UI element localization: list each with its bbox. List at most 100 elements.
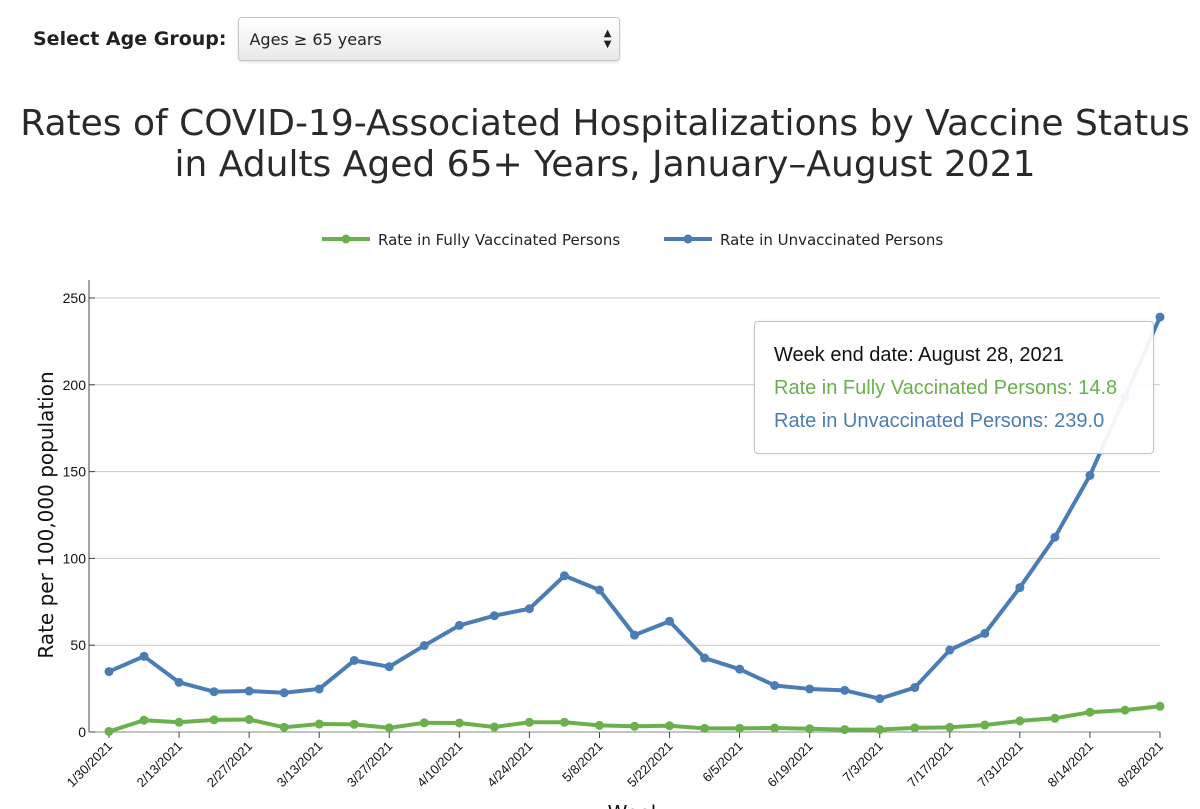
data-point [559, 717, 569, 727]
data-point [980, 628, 990, 638]
x-tick-label: 6/5/2021 [699, 739, 745, 785]
data-point [910, 723, 920, 733]
x-tick-label: 6/19/2021 [764, 739, 816, 791]
x-tick-label: 7/17/2021 [904, 739, 956, 791]
data-point [665, 616, 675, 626]
data-point [419, 641, 429, 651]
chart-title-line-1: Rates of COVID-19-Associated Hospitaliza… [20, 103, 1190, 144]
data-point [840, 725, 850, 735]
data-point [384, 662, 394, 672]
data-point [700, 653, 710, 663]
x-tick-label: 4/24/2021 [484, 739, 536, 791]
data-point [1015, 716, 1025, 726]
data-point [1155, 312, 1165, 322]
data-point [910, 683, 920, 693]
data-point [524, 717, 534, 727]
data-point [594, 585, 604, 595]
age-group-selector: Select Age Group: Ages ≥ 65 years ▲ ▼ [33, 16, 621, 62]
data-point [209, 715, 219, 725]
data-point [244, 715, 254, 725]
age-group-label: Select Age Group: [33, 28, 227, 50]
data-point [770, 680, 780, 690]
data-point [1120, 705, 1130, 715]
x-tick-label: 2/13/2021 [134, 739, 186, 791]
data-point [454, 718, 464, 728]
data-point [489, 611, 499, 621]
data-point [735, 664, 745, 674]
data-point [454, 620, 464, 630]
data-point [630, 630, 639, 640]
y-tick-label: 150 [63, 464, 87, 480]
y-tick-label: 250 [63, 290, 87, 306]
x-tick-label: 3/13/2021 [274, 739, 326, 791]
data-point [559, 571, 569, 581]
data-point [1155, 701, 1165, 711]
data-point [279, 688, 289, 698]
x-axis-label: Week [608, 801, 663, 809]
data-point [980, 720, 990, 730]
tooltip-unvaccinated-rate: Rate in Unvaccinated Persons: 239.0 [774, 410, 1105, 432]
legend-marker [683, 234, 693, 244]
data-point [524, 604, 534, 614]
data-point [314, 719, 324, 729]
y-tick-label: 200 [63, 377, 87, 393]
data-point [1050, 532, 1060, 542]
x-tick-label: 8/14/2021 [1045, 739, 1097, 791]
data-point [349, 655, 359, 665]
legend-label: Rate in Unvaccinated Persons [720, 231, 943, 249]
data-point [104, 726, 114, 736]
x-tick-label: 7/31/2021 [974, 739, 1026, 791]
x-tick-label: 7/3/2021 [839, 739, 885, 785]
y-tick-label: 100 [63, 550, 87, 566]
data-point [209, 687, 219, 697]
age-group-dropdown[interactable]: Ages ≥ 65 years ▲ ▼ [238, 17, 621, 61]
x-tick-label: 5/22/2021 [624, 739, 676, 791]
data-point [630, 721, 639, 731]
x-tick-label: 5/8/2021 [559, 739, 605, 785]
data-point [419, 718, 429, 728]
y-axis-label: Rate per 100,000 population [34, 371, 58, 658]
data-point [665, 721, 675, 731]
data-point [384, 723, 394, 733]
y-tick-label: 50 [70, 637, 86, 653]
data-point [594, 720, 604, 730]
x-tick-label: 4/10/2021 [414, 739, 466, 791]
data-point [1050, 713, 1060, 723]
data-point [314, 684, 324, 694]
tooltip-date: Week end date: August 28, 2021 [774, 344, 1064, 366]
data-point [805, 724, 815, 734]
data-point [244, 686, 254, 696]
data-point [875, 694, 885, 704]
data-point [174, 717, 184, 727]
chart-title: Rates of COVID-19-Associated Hospitaliza… [0, 103, 1200, 185]
age-group-selected-value: Ages ≥ 65 years [249, 29, 382, 49]
data-point [174, 677, 184, 687]
chart-title-line-2: in Adults Aged 65+ Years, January–August… [174, 144, 1036, 185]
data-point [104, 667, 114, 677]
data-point [840, 685, 850, 695]
x-tick-label: 2/27/2021 [204, 739, 256, 791]
data-point [875, 725, 885, 735]
tooltip-vaccinated-rate: Rate in Fully Vaccinated Persons: 14.8 [774, 377, 1118, 399]
data-point [770, 723, 780, 733]
data-point [349, 719, 359, 729]
x-tick-label: 8/28/2021 [1115, 739, 1167, 791]
y-tick-label: 0 [78, 724, 86, 740]
data-point [1085, 707, 1095, 717]
legend-marker [341, 234, 351, 244]
data-point [1015, 583, 1025, 593]
data-point [279, 722, 289, 732]
x-tick-label: 3/27/2021 [344, 739, 396, 791]
data-point [735, 723, 745, 733]
data-point [139, 651, 149, 661]
data-point [945, 645, 955, 655]
legend-label: Rate in Fully Vaccinated Persons [378, 231, 620, 249]
data-point [700, 723, 710, 733]
data-point [945, 722, 955, 732]
dropdown-arrows-icon: ▲ ▼ [603, 28, 612, 50]
chart-tooltip: Week end date: August 28, 2021 Rate in F… [754, 321, 1154, 454]
data-point [139, 715, 149, 725]
data-point [1085, 470, 1095, 480]
x-tick-label: 1/30/2021 [64, 739, 116, 791]
